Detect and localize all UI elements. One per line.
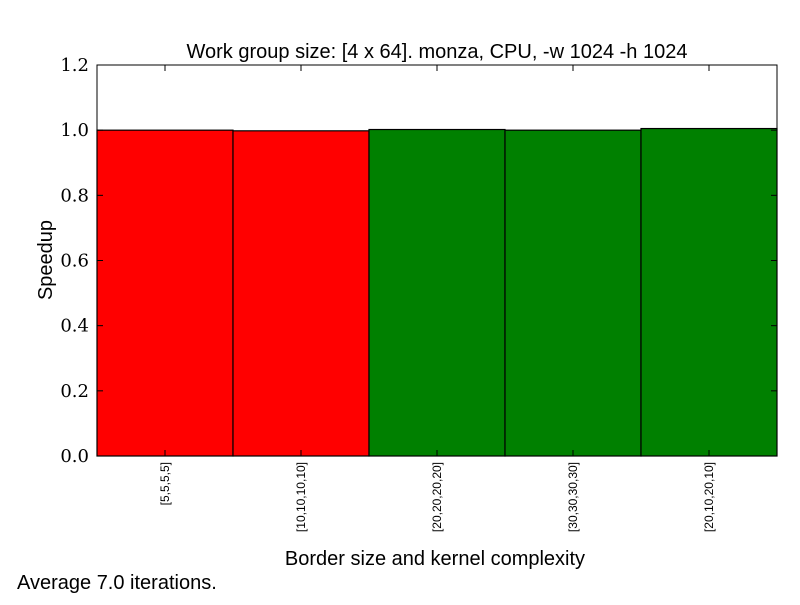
x-tick-label: [20,20,20,20] — [430, 462, 444, 532]
axes-frame — [96, 64, 778, 457]
y-tick-label: 0.6 — [60, 251, 89, 272]
y-tick-label: 1.2 — [60, 55, 89, 76]
y-tick-label: 0.2 — [60, 381, 89, 402]
footnote: Average 7.0 iterations. — [17, 572, 217, 594]
x-tick-label: [5,5,5,5] — [158, 462, 172, 505]
bar-3 — [368, 128, 506, 457]
chart-title: Work group size: [4 x 64]. monza, CPU, -… — [187, 41, 688, 63]
y-axis-label: Speedup — [35, 220, 57, 300]
ticks-layer: [5,5,5,5] [10,10,10,10] [20,20,20,20] [30,3… — [60, 55, 777, 532]
x-tick-label: [30,30,30,30] — [566, 462, 580, 532]
y-tick-label: 0.4 — [60, 316, 89, 337]
bars-layer — [96, 127, 778, 457]
x-tick-label: [20,10,20,10] — [702, 462, 716, 532]
bar-4 — [504, 129, 642, 457]
x-axis-label: Border size and kernel complexity — [285, 548, 585, 570]
bar-2 — [232, 130, 370, 457]
bar-1 — [96, 129, 234, 457]
x-tick-label: [10,10,10,10] — [294, 462, 308, 532]
y-tick-label: 0.8 — [60, 185, 89, 206]
bar-5 — [640, 127, 778, 457]
y-tick-label: 1.0 — [60, 120, 89, 141]
y-tick-label: 0.0 — [60, 446, 89, 467]
